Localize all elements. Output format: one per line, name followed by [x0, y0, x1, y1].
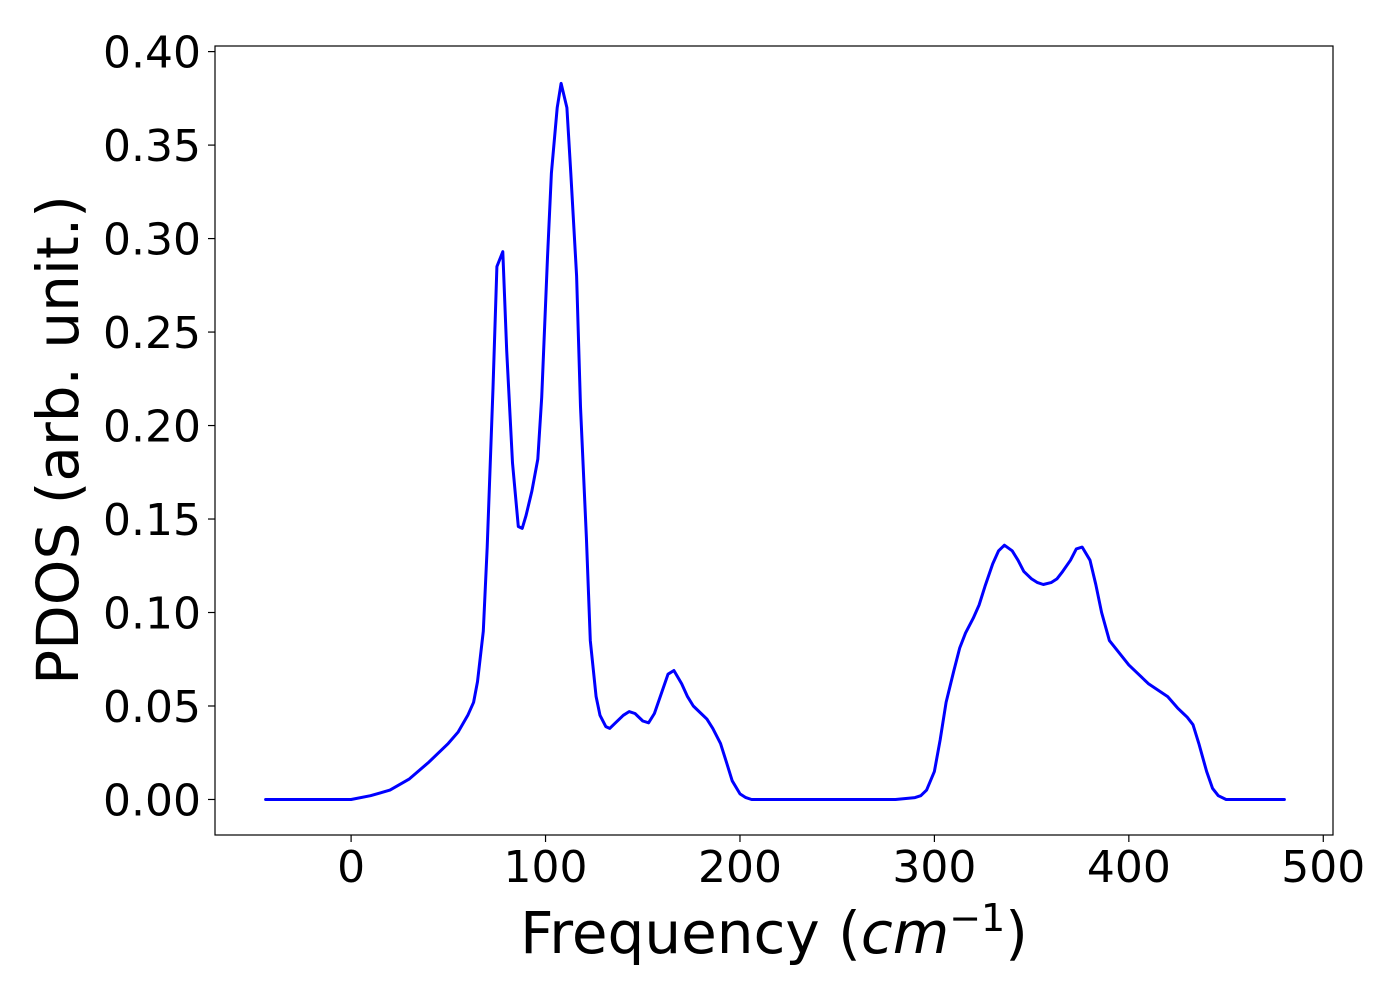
y-tick-label: 0.00 — [103, 775, 201, 826]
y-tick-label: 0.15 — [103, 495, 201, 546]
x-axis-title: Frequency (cm−1) — [520, 896, 1028, 967]
x-tick-label: 100 — [504, 842, 588, 893]
x-tick-label: 400 — [1087, 842, 1171, 893]
y-tick-label: 0.20 — [103, 402, 201, 453]
pdos-series-line — [264, 81, 1286, 801]
x-axis: 0 100 200 300 400 500 — [337, 835, 1365, 893]
plot-frame — [214, 45, 1334, 836]
x-tick-label: 500 — [1281, 842, 1365, 893]
plot-area — [215, 46, 1333, 835]
y-axis: 0.00 0.05 0.10 0.15 0.20 0.25 0.30 0.35 0.40 — [103, 28, 215, 826]
x-axis-title-close: ) — [1005, 899, 1028, 967]
x-axis-title-unit: cm — [861, 899, 949, 967]
x-axis-title-superscript: −1 — [949, 896, 1005, 940]
y-axis-title: PDOS (arb. unit.) — [24, 195, 92, 685]
x-tick-label: 300 — [892, 842, 976, 893]
y-tick-label: 0.30 — [103, 215, 201, 266]
y-tick-label: 0.10 — [103, 589, 201, 640]
x-axis-title-main: Frequency ( — [520, 899, 861, 967]
y-tick-label: 0.05 — [103, 682, 201, 733]
y-tick-label: 0.25 — [103, 308, 201, 359]
y-tick-label: 0.35 — [103, 121, 201, 172]
x-tick-label: 200 — [698, 842, 782, 893]
x-tick-label: 0 — [337, 842, 365, 893]
y-tick-label: 0.40 — [103, 28, 201, 79]
